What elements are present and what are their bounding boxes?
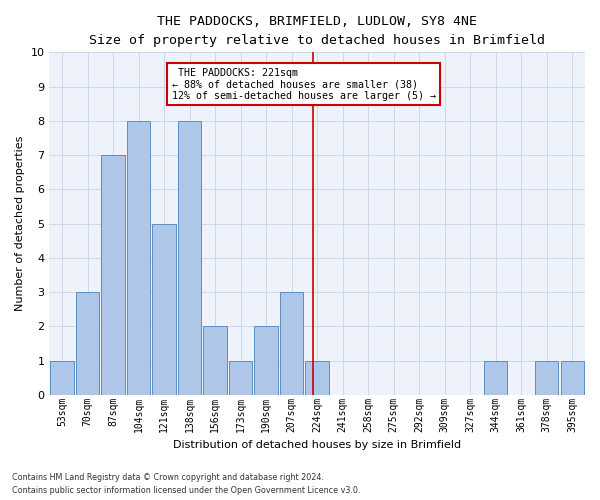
X-axis label: Distribution of detached houses by size in Brimfield: Distribution of detached houses by size … — [173, 440, 461, 450]
Bar — [203, 326, 227, 395]
Bar — [229, 361, 253, 395]
Bar — [535, 361, 559, 395]
Bar — [127, 121, 151, 395]
Bar — [101, 155, 125, 395]
Title: THE PADDOCKS, BRIMFIELD, LUDLOW, SY8 4NE
Size of property relative to detached h: THE PADDOCKS, BRIMFIELD, LUDLOW, SY8 4NE… — [89, 15, 545, 47]
Text: THE PADDOCKS: 221sqm
← 88% of detached houses are smaller (38)
12% of semi-detac: THE PADDOCKS: 221sqm ← 88% of detached h… — [172, 68, 436, 101]
Text: Contains HM Land Registry data © Crown copyright and database right 2024.
Contai: Contains HM Land Registry data © Crown c… — [12, 474, 361, 495]
Bar — [152, 224, 176, 395]
Bar — [178, 121, 202, 395]
Bar — [254, 326, 278, 395]
Bar — [50, 361, 74, 395]
Bar — [280, 292, 304, 395]
Y-axis label: Number of detached properties: Number of detached properties — [15, 136, 25, 312]
Bar — [560, 361, 584, 395]
Bar — [484, 361, 508, 395]
Bar — [76, 292, 100, 395]
Bar — [305, 361, 329, 395]
